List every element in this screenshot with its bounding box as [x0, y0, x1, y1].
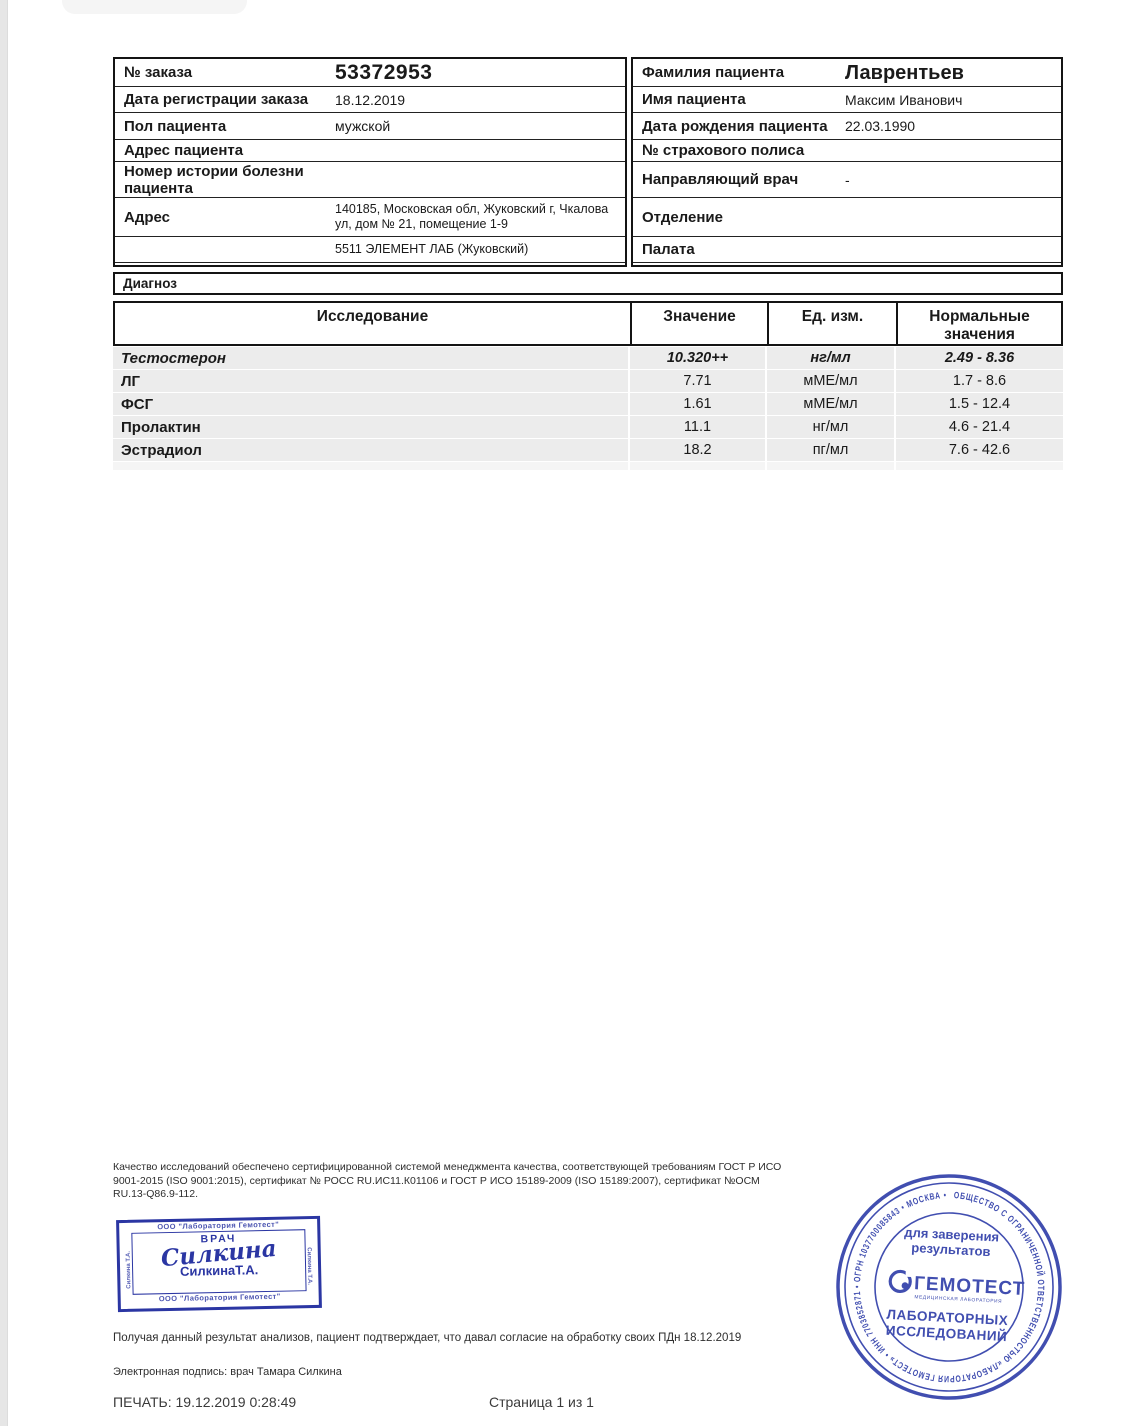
- quality-certification-note: Качество исследований обеспечено сертифи…: [113, 1161, 782, 1200]
- info-row-history-number: Номер истории болезни пациента: [115, 161, 625, 197]
- stamp-purpose-line1: для заверения: [904, 1225, 1000, 1245]
- cell-value: 1.61: [630, 393, 765, 415]
- cell-test-name: ФСГ: [113, 393, 628, 415]
- cell-unit: мМЕ/мл: [767, 370, 894, 392]
- info-row-insurance: № страхового полиса: [633, 139, 1061, 161]
- cell-normal-range: 1.5 - 12.4: [896, 393, 1063, 415]
- stamp-side-text-right: Силкина Т.А.: [305, 1247, 313, 1286]
- info-row-reg-date: Дата регистрации заказа 18.12.2019: [115, 86, 625, 112]
- round-stamp-graphic: ОБЩЕСТВО С ОГРАНИЧЕННОЙ ОТВЕТСТВЕННОСТЬЮ…: [836, 1174, 1062, 1400]
- stamp-side-text-left: Силкина Т.А.: [125, 1250, 133, 1289]
- diagnosis-box: Диагноз: [113, 272, 1063, 295]
- stamp-inner-box: ВРАЧ Силкина СилкинаТ.А.: [131, 1229, 307, 1295]
- cell-unit: нг/мл: [767, 347, 894, 369]
- header-cell-value: Значение: [630, 303, 767, 344]
- cell-value: 7.71: [630, 370, 765, 392]
- gemotest-logo-icon: [888, 1268, 915, 1294]
- info-row-referring-doctor: Направляющий врач -: [633, 161, 1061, 197]
- info-row-surname: Фамилия пациента Лаврентьев: [633, 59, 1061, 86]
- cell-normal-range: 4.6 - 21.4: [896, 416, 1063, 438]
- stamp-center-line1: ЛАБОРАТОРНЫХ: [886, 1307, 1008, 1328]
- result-row-testosterone: Тестостерон 10.320++ нг/мл 2.49 - 8.36: [113, 347, 1063, 369]
- info-row-sex: Пол пациента мужской: [115, 112, 625, 139]
- info-row-department: Отделение: [633, 197, 1061, 236]
- order-info-left: № заказа 53372953 Дата регистрации заказ…: [113, 57, 627, 267]
- info-value: 53372953: [335, 60, 433, 84]
- info-label: Отделение: [642, 208, 723, 226]
- info-label: Направляющий врач: [642, 171, 799, 188]
- info-label: Пол пациента: [124, 117, 227, 135]
- order-info-right: Фамилия пациента Лаврентьев Имя пациента…: [631, 57, 1063, 267]
- result-row-fsh: ФСГ 1.61 мМЕ/мл 1.5 - 12.4: [113, 393, 1063, 415]
- doctor-stamp: ООО "Лаборатория Гемотест" ВРАЧ Силкина …: [116, 1215, 322, 1313]
- cell-unit: мМЕ/мл: [767, 393, 894, 415]
- stamp-middle-circle: [844, 1182, 1054, 1392]
- stamp-brand-sub: МЕДИЦИНСКАЯ ЛАБОРАТОРИЯ: [914, 1294, 1002, 1305]
- header-cell-normal: Нормальные значения: [896, 303, 1061, 344]
- lab-round-stamp: ОБЩЕСТВО С ОГРАНИЧЕННОЙ ОТВЕТСТВЕННОСТЬЮ…: [827, 1165, 1071, 1409]
- cell-value: 11.1: [630, 416, 765, 438]
- cell-test-name: ЛГ: [113, 370, 628, 392]
- info-row-order-number: № заказа 53372953: [115, 59, 625, 86]
- cell-normal-range: 1.7 - 8.6: [896, 370, 1063, 392]
- info-label: № заказа: [124, 64, 193, 81]
- header-cell-unit: Ед. изм.: [767, 303, 896, 344]
- cell-test-name: Эстрадиол: [113, 439, 628, 461]
- result-row-lh: ЛГ 7.71 мМЕ/мл 1.7 - 8.6: [113, 370, 1063, 392]
- info-row-patient-address: Адрес пациента: [115, 139, 625, 161]
- info-row-ward: Палата: [633, 236, 1061, 263]
- order-info-table: № заказа 53372953 Дата регистрации заказ…: [113, 57, 1063, 267]
- cell-normal-range: 7.6 - 42.6: [896, 439, 1063, 461]
- info-value: 5511 ЭЛЕМЕНТ ЛАБ (Жуковский): [335, 242, 529, 256]
- info-row-lab-office: 5511 ЭЛЕМЕНТ ЛАБ (Жуковский): [115, 236, 625, 263]
- cell-value: 18.2: [630, 439, 765, 461]
- info-value: -: [845, 171, 850, 188]
- header-cell-test: Исследование: [316, 308, 429, 325]
- info-label: Имя пациента: [642, 91, 746, 108]
- result-row-estradiol: Эстрадиол 18.2 пг/мл 7.6 - 42.6: [113, 439, 1063, 461]
- info-value: 18.12.2019: [335, 91, 406, 108]
- info-row-firstname: Имя пациента Максим Иванович: [633, 86, 1061, 112]
- left-edge-strip: [0, 0, 8, 1426]
- print-timestamp: ПЕЧАТЬ: 19.12.2019 0:28:49: [113, 1394, 297, 1410]
- stamp-outer-circle: [836, 1174, 1062, 1400]
- info-value: 140185, Московская обл, Жуковский г, Чка…: [335, 202, 609, 231]
- consent-note: Получая данный результат анализов, пацие…: [113, 1332, 742, 1344]
- info-label: Адрес пациента: [124, 142, 244, 159]
- cell-unit: нг/мл: [767, 416, 894, 438]
- info-label: Номер истории болезни пациента: [124, 162, 304, 197]
- info-row-birthdate: Дата рождения пациента 22.03.1990: [633, 112, 1061, 139]
- info-label: № страхового полиса: [642, 142, 805, 159]
- result-row-empty: [113, 462, 1063, 470]
- stamp-purpose-line2: результатов: [911, 1240, 991, 1259]
- stamp-center-line2: ИССЛЕДОВАНИЙ: [886, 1323, 1008, 1344]
- info-value: мужской: [335, 118, 391, 134]
- electronic-signature-note: Электронная подпись: врач Тамара Силкина: [113, 1366, 342, 1378]
- info-label: Палата: [642, 241, 695, 258]
- info-label: Адрес: [124, 208, 171, 226]
- info-value: 22.03.1990: [845, 118, 916, 134]
- stamp-inner-circle: [874, 1212, 1024, 1362]
- info-label: Дата регистрации заказа: [124, 91, 309, 108]
- cell-normal-range: 2.49 - 8.36: [896, 347, 1063, 369]
- cell-unit: пг/мл: [767, 439, 894, 461]
- cell-test-name: Тестостерон: [113, 347, 628, 369]
- diagnosis-label: Диагноз: [123, 276, 177, 291]
- cell-value: 10.320++: [630, 347, 765, 369]
- info-row-lab-address: Адрес 140185, Московская обл, Жуковский …: [115, 197, 625, 236]
- cell-test-name: Пролактин: [113, 416, 628, 438]
- result-row-prolactin: Пролактин 11.1 нг/мл 4.6 - 21.4: [113, 416, 1063, 438]
- info-value: Лаврентьев: [845, 61, 964, 84]
- results-table-body: Тестостерон 10.320++ нг/мл 2.49 - 8.36 Л…: [113, 347, 1063, 471]
- info-value: Максим Иванович: [845, 91, 963, 108]
- top-tab-shape: [62, 0, 247, 14]
- page-number: Страница 1 из 1: [489, 1394, 594, 1410]
- info-label: Фамилия пациента: [642, 64, 785, 81]
- results-table-header: Исследование Значение Ед. изм. Нормальны…: [113, 301, 1063, 346]
- info-label: Дата рождения пациента: [642, 117, 828, 135]
